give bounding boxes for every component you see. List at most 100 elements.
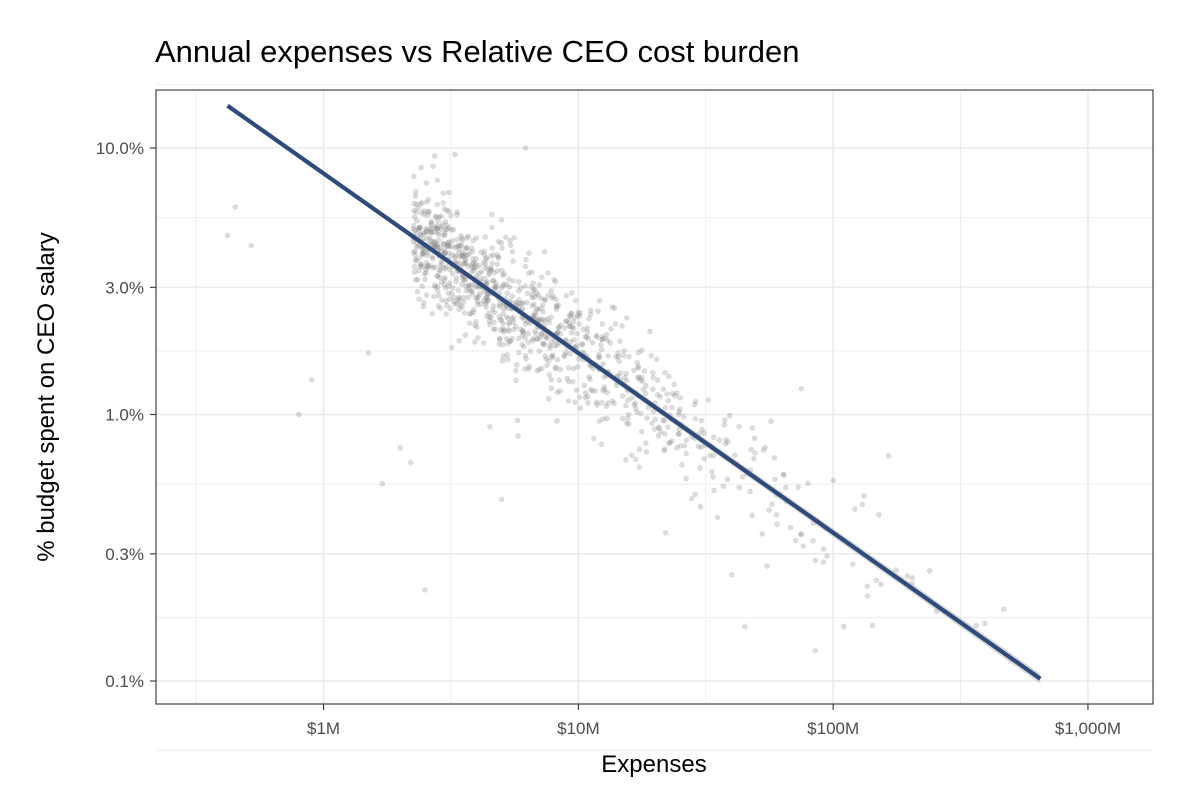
data-point (973, 622, 980, 629)
data-point (461, 251, 468, 258)
data-point (533, 330, 539, 337)
data-point (415, 205, 422, 211)
data-point (554, 418, 560, 424)
data-point (529, 337, 536, 344)
data-point (548, 288, 554, 294)
data-point (514, 417, 521, 424)
data-point (579, 341, 586, 347)
data-point (466, 282, 472, 289)
data-point (561, 353, 568, 360)
data-point (435, 217, 442, 224)
data-point (792, 537, 799, 544)
data-point (436, 274, 443, 281)
y-tick-label: 0.3% (105, 545, 144, 564)
data-point (636, 464, 643, 471)
data-point (411, 200, 417, 207)
data-point (699, 426, 705, 433)
data-point (688, 495, 695, 502)
data-point (507, 338, 514, 345)
data-point (598, 342, 604, 348)
data-point (576, 313, 583, 320)
data-point (442, 226, 449, 233)
data-point (502, 234, 509, 241)
data-point (531, 301, 537, 308)
data-point (545, 395, 552, 402)
data-point (557, 388, 563, 394)
data-point (565, 398, 572, 404)
data-point (438, 279, 445, 286)
y-tick-label: 0.1% (105, 672, 144, 691)
data-point (470, 267, 477, 274)
data-point (440, 265, 447, 271)
data-point (701, 430, 707, 436)
data-point (711, 487, 717, 494)
data-point (481, 252, 488, 258)
data-point (635, 374, 641, 381)
data-point (534, 367, 541, 374)
data-point (541, 248, 548, 255)
data-point (875, 511, 882, 518)
data-point (441, 206, 448, 212)
data-point (556, 377, 563, 384)
data-point (780, 471, 787, 478)
data-point (457, 302, 464, 309)
data-point (412, 227, 418, 234)
data-point (520, 300, 526, 306)
data-point (466, 320, 473, 327)
data-point (546, 319, 553, 326)
data-point (587, 376, 593, 382)
data-point (365, 350, 372, 356)
data-point (600, 387, 606, 394)
data-point (456, 337, 463, 344)
data-point (609, 304, 616, 311)
data-point (563, 318, 570, 324)
data-point (468, 263, 474, 269)
y-tick-label: 3.0% (105, 278, 144, 297)
data-point (501, 270, 508, 277)
data-point (623, 377, 630, 384)
data-point (482, 301, 489, 307)
data-point (615, 349, 621, 356)
data-point (423, 229, 430, 235)
data-point (470, 306, 477, 313)
data-point (459, 250, 466, 256)
data-point (611, 305, 618, 311)
data-point (655, 424, 662, 431)
data-point (660, 417, 666, 423)
data-point (548, 353, 555, 360)
data-point (419, 245, 426, 252)
data-point (517, 326, 524, 333)
data-point (423, 180, 430, 186)
data-point (587, 311, 594, 317)
data-point (509, 335, 516, 342)
data-point (435, 292, 442, 299)
data-point (456, 306, 462, 313)
data-point (463, 244, 470, 251)
data-point (500, 320, 506, 327)
data-point (494, 268, 501, 274)
data-point (461, 260, 468, 267)
data-point (653, 356, 660, 363)
data-point (747, 488, 753, 495)
data-point (523, 256, 529, 263)
data-point (440, 200, 447, 206)
data-point (420, 249, 427, 255)
data-point (505, 315, 512, 322)
data-point (552, 343, 558, 349)
data-point (864, 593, 871, 599)
data-point (519, 327, 526, 334)
data-point (411, 214, 418, 220)
data-point (534, 305, 540, 312)
data-point (444, 302, 450, 309)
data-point (739, 474, 746, 480)
data-point (428, 229, 435, 236)
data-point (464, 251, 471, 258)
data-point (420, 250, 426, 257)
data-point (720, 483, 727, 490)
data-point (619, 415, 626, 422)
data-point (469, 291, 476, 297)
data-point (710, 434, 717, 441)
data-point (522, 321, 529, 328)
data-point (511, 326, 517, 333)
data-point (546, 371, 553, 378)
